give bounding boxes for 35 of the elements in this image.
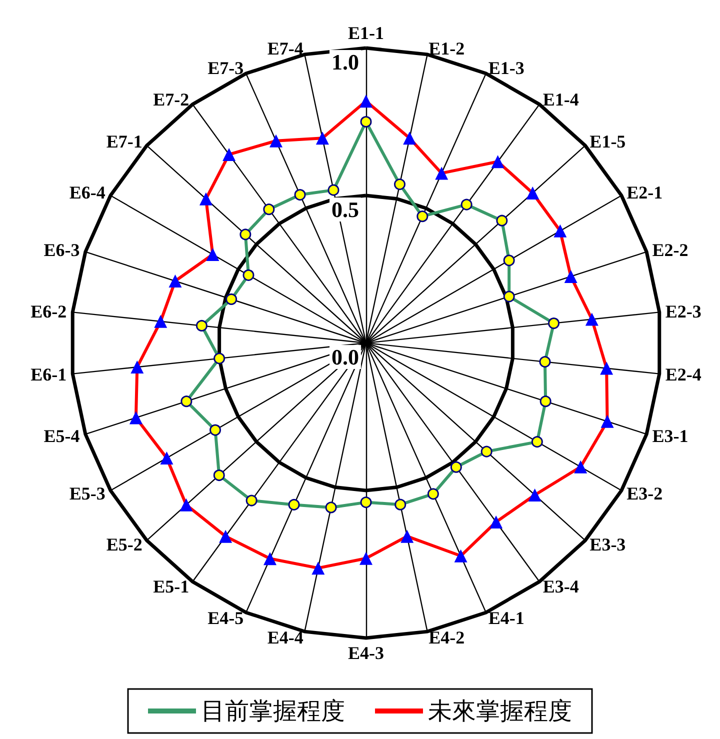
spoke-label: E2-2 [652, 240, 688, 260]
spoke-label: E3-1 [652, 426, 688, 446]
spoke-label: E5-3 [69, 484, 106, 504]
spoke-label: E1-2 [428, 38, 465, 59]
legend-label: 目前掌握程度 [201, 697, 345, 725]
spoke-label: E7-2 [153, 89, 190, 110]
spoke-label: E4-1 [488, 608, 524, 628]
spoke-label: E7-4 [267, 38, 304, 59]
legend-label: 未來掌握程度 [428, 697, 572, 725]
spoke-label: E3-4 [542, 576, 579, 597]
spoke-label: E7-3 [208, 58, 244, 78]
y-tick-label: 0.5 [332, 197, 359, 222]
spoke-label: E1-1 [348, 23, 384, 43]
spoke-label: E4-3 [348, 643, 384, 663]
spoke-label: E5-4 [44, 426, 80, 446]
y-tick-label: 0.0 [332, 344, 359, 370]
spoke-label: E4-2 [428, 627, 465, 648]
spoke-label: E6-3 [44, 240, 80, 260]
spoke-label: E2-1 [626, 182, 663, 202]
spoke-label: E4-4 [267, 627, 304, 648]
spoke-label: E4-5 [208, 608, 244, 628]
spoke-label: E3-3 [590, 534, 626, 554]
spoke-label: E2-3 [665, 302, 702, 322]
spoke-label: E1-5 [590, 132, 626, 152]
spoke-label: E1-4 [542, 89, 579, 110]
spoke-label: E7-1 [106, 132, 142, 152]
spoke-label: E6-2 [30, 302, 67, 322]
spoke-label: E5-2 [106, 534, 142, 554]
y-tick-label: 1.0 [332, 50, 359, 74]
spoke-label: E5-1 [153, 576, 190, 597]
spoke-label: E3-2 [626, 484, 663, 504]
spoke-label: E6-1 [30, 364, 67, 384]
spoke-label: E1-3 [488, 58, 524, 78]
spoke-label: E6-4 [69, 182, 106, 202]
spoke-label: E2-4 [665, 364, 702, 384]
